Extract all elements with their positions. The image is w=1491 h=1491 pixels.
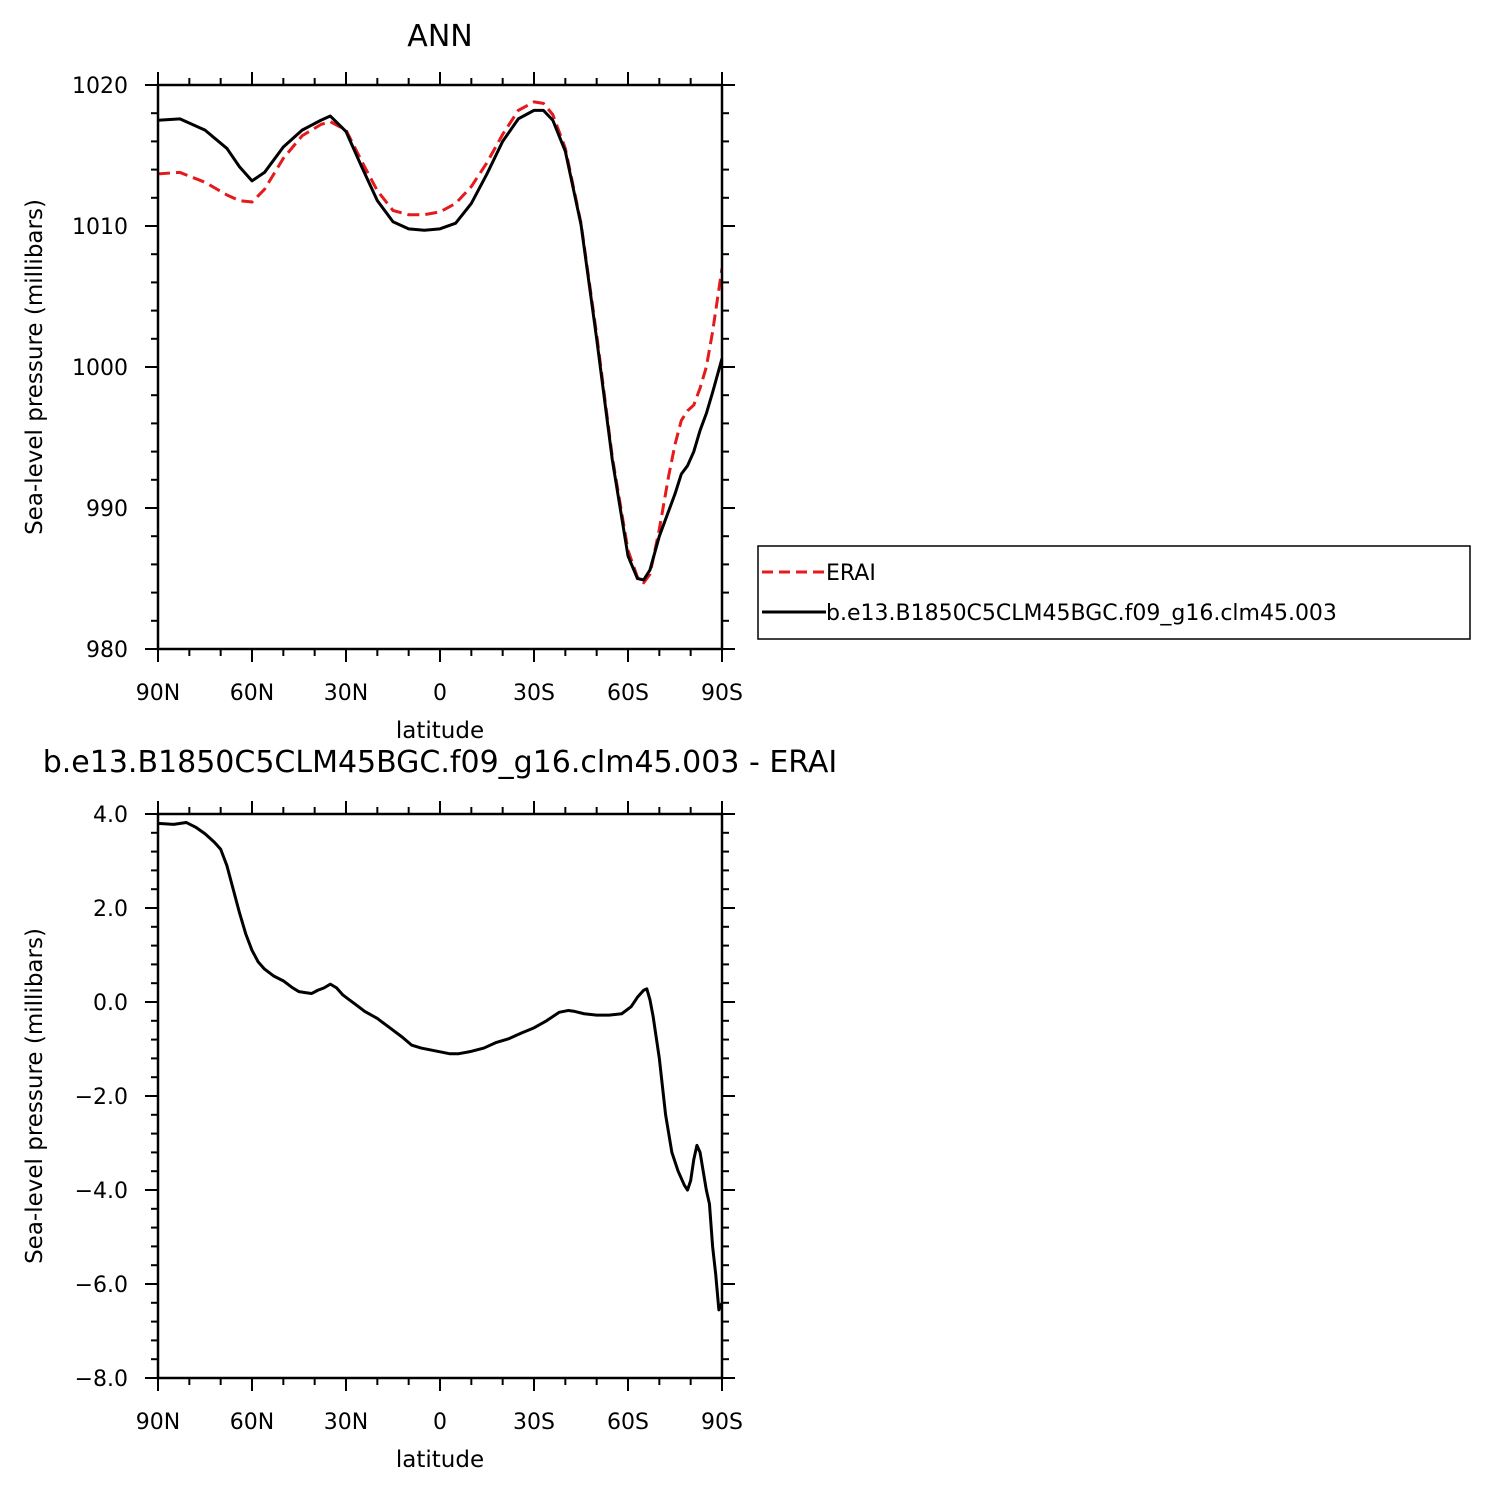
top-chart-title: ANN (407, 19, 472, 54)
bottom-y-tick-label: 4.0 (93, 803, 128, 828)
bottom-x-tick-label: 0 (433, 1410, 447, 1435)
legend: ERAI b.e13.B1850C5CLM45BGC.f09_g16.clm45… (757, 545, 1471, 640)
bottom-y-axis-label: Sea-level pressure (millibars) (22, 928, 48, 1264)
top-panel: ANN 90N 60N 30N 0 30S 60S 90S 980 990 1000 1010 102… (22, 19, 743, 744)
bottom-y-tick-label: −4.0 (75, 1179, 128, 1204)
bottom-x-tick-label: 30S (513, 1410, 555, 1435)
bottom-plot-frame (156, 812, 724, 1380)
top-x-tick-label: 90S (701, 681, 743, 706)
top-x-axis-label: latitude (396, 718, 484, 744)
bottom-x-tick-label: 60N (230, 1410, 274, 1435)
bottom-y-tick-label: 0.0 (93, 991, 128, 1016)
top-plot-area: 90N 60N 30N 0 30S 60S 90S 980 990 1000 1010 1020 (72, 72, 743, 706)
legend-label-model: b.e13.B1850C5CLM45BGC.f09_g16.clm45.003 (826, 601, 1337, 626)
bottom-y-tick-label: 2.0 (93, 897, 128, 922)
top-y-axis-label: Sea-level pressure (millibars) (22, 199, 48, 535)
top-x-tick-label: 60N (230, 681, 274, 706)
bottom-y-tick-label: −2.0 (75, 1085, 128, 1110)
top-y-tick-label: 980 (86, 638, 128, 663)
bottom-x-axis-label: latitude (396, 1447, 484, 1473)
bottom-chart-title: b.e13.B1850C5CLM45BGC.f09_g16.clm45.003 … (43, 745, 838, 780)
top-x-tick-label: 30S (513, 681, 555, 706)
top-y-tick-label: 1010 (72, 215, 128, 240)
legend-box (757, 545, 1471, 640)
top-x-tick-label: 0 (433, 681, 447, 706)
bottom-y-tick-label: −6.0 (75, 1273, 128, 1298)
bottom-x-tick-label: 30N (324, 1410, 368, 1435)
bottom-y-tick-label: −8.0 (75, 1367, 128, 1392)
top-series-line-erai (158, 100, 722, 585)
legend-label-erai: ERAI (826, 561, 876, 586)
top-x-tick-label: 60S (607, 681, 649, 706)
bottom-x-tick-label: 60S (607, 1410, 649, 1435)
top-y-tick-label: 990 (86, 497, 128, 522)
top-x-tick-label: 30N (324, 681, 368, 706)
bottom-x-tick-label: 90S (701, 1410, 743, 1435)
top-y-tick-label: 1020 (72, 74, 128, 99)
bottom-plot-area: 90N 60N 30N 0 30S 60S 90S −8.0 −6.0 −4.0 −2.0 0.0 2.… (75, 801, 743, 1435)
top-x-tick-label: 90N (136, 681, 180, 706)
top-y-tick-label: 1000 (72, 356, 128, 381)
top-series-line-model (158, 108, 722, 582)
bottom-panel: b.e13.B1850C5CLM45BGC.f09_g16.clm45.003 … (22, 745, 837, 1473)
bottom-x-tick-label: 90N (136, 1410, 180, 1435)
bottom-series-line-model (158, 820, 722, 1312)
